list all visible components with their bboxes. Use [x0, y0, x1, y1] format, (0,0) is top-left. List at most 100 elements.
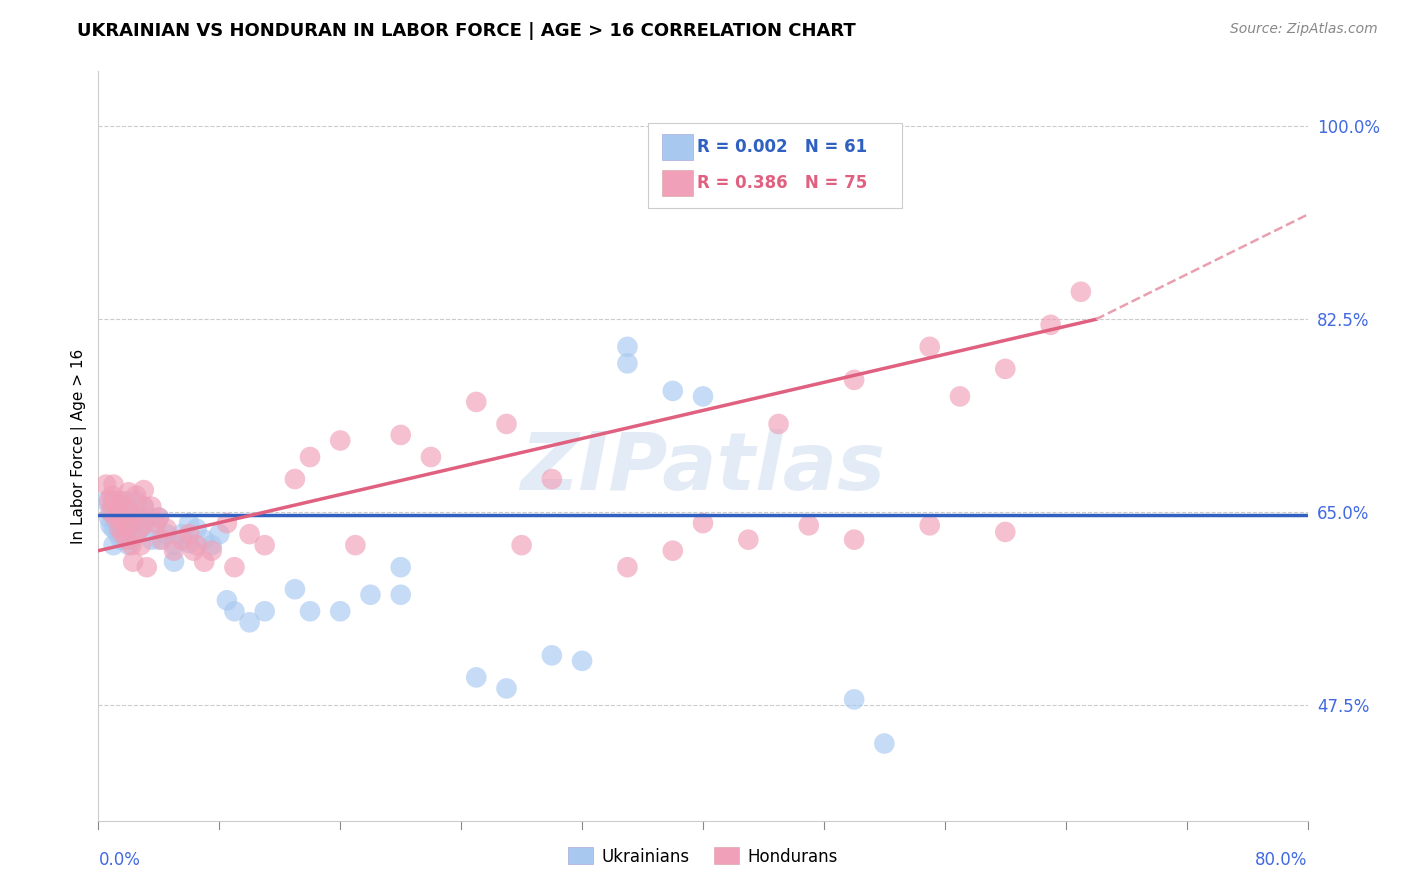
Point	[215, 593, 238, 607]
Point	[737, 533, 759, 547]
Point	[844, 373, 866, 387]
Point	[170, 533, 193, 547]
Text: Source: ZipAtlas.com: Source: ZipAtlas.com	[1230, 22, 1378, 37]
Point	[107, 527, 129, 541]
Point	[692, 389, 714, 403]
Point	[94, 477, 117, 491]
Point	[103, 522, 125, 536]
Point	[114, 518, 136, 533]
Point	[540, 648, 562, 663]
Text: 80.0%: 80.0%	[1256, 852, 1308, 870]
Legend: Ukrainians, Hondurans: Ukrainians, Hondurans	[561, 841, 845, 872]
Point	[155, 522, 177, 536]
Point	[132, 483, 155, 497]
Point	[105, 516, 128, 530]
Point	[193, 555, 215, 569]
Point	[114, 513, 136, 527]
Point	[107, 500, 129, 514]
Point	[108, 516, 131, 530]
Point	[132, 516, 155, 530]
Text: UKRAINIAN VS HONDURAN IN LABOR FORCE | AGE > 16 CORRELATION CHART: UKRAINIAN VS HONDURAN IN LABOR FORCE | A…	[77, 22, 856, 40]
Point	[128, 522, 150, 536]
Point	[389, 560, 412, 574]
Point	[949, 389, 972, 403]
Point	[110, 510, 132, 524]
Point	[121, 538, 143, 552]
Point	[389, 588, 412, 602]
Point	[108, 522, 131, 536]
Point	[94, 494, 117, 508]
Text: 0.0%: 0.0%	[98, 852, 141, 870]
Point	[129, 522, 152, 536]
Point	[121, 533, 143, 547]
Point	[540, 472, 562, 486]
Point	[103, 508, 125, 522]
Point	[661, 543, 683, 558]
Point	[193, 533, 215, 547]
Point	[148, 510, 170, 524]
Point	[118, 538, 141, 552]
Point	[148, 533, 170, 547]
Point	[465, 395, 488, 409]
Y-axis label: In Labor Force | Age > 16: In Labor Force | Age > 16	[72, 349, 87, 543]
Point	[101, 500, 124, 514]
Point	[125, 510, 148, 524]
Point	[125, 494, 148, 508]
Point	[299, 604, 322, 618]
Point	[768, 417, 790, 431]
Point	[155, 527, 177, 541]
Point	[360, 588, 382, 602]
Point	[183, 543, 205, 558]
Point	[163, 538, 186, 552]
Point	[1039, 318, 1062, 332]
Point	[141, 500, 163, 514]
Point	[110, 494, 132, 508]
Point	[111, 527, 134, 541]
Point	[136, 510, 159, 524]
Point	[571, 654, 593, 668]
Point	[994, 524, 1017, 539]
Point	[616, 340, 638, 354]
Point	[299, 450, 322, 464]
Point	[215, 516, 238, 530]
Point	[510, 538, 533, 552]
Point	[918, 518, 941, 533]
Point	[122, 518, 145, 533]
Point	[994, 362, 1017, 376]
Point	[186, 538, 208, 552]
Point	[163, 543, 186, 558]
Point	[125, 508, 148, 522]
Point	[873, 737, 896, 751]
Point	[844, 692, 866, 706]
Point	[224, 604, 246, 618]
Point	[844, 533, 866, 547]
Point	[145, 516, 167, 530]
Point	[100, 505, 122, 519]
Point	[101, 489, 124, 503]
Point	[141, 533, 163, 547]
Point	[103, 494, 125, 508]
Point	[125, 489, 148, 503]
Point	[122, 555, 145, 569]
Point	[103, 496, 125, 510]
Text: R = 0.386   N = 75: R = 0.386 N = 75	[697, 174, 868, 192]
Point	[495, 681, 517, 696]
Point	[179, 516, 201, 530]
Point	[179, 527, 201, 541]
Point	[132, 500, 155, 514]
Point	[98, 510, 121, 524]
Point	[163, 555, 186, 569]
Point	[105, 494, 128, 508]
Point	[110, 510, 132, 524]
Point	[329, 604, 352, 618]
Point	[224, 560, 246, 574]
Point	[692, 516, 714, 530]
Point	[118, 510, 141, 524]
Point	[284, 472, 307, 486]
Point	[329, 434, 352, 448]
Point	[918, 340, 941, 354]
Point	[661, 384, 683, 398]
Point	[114, 494, 136, 508]
Point	[135, 560, 157, 574]
Point	[284, 582, 307, 597]
